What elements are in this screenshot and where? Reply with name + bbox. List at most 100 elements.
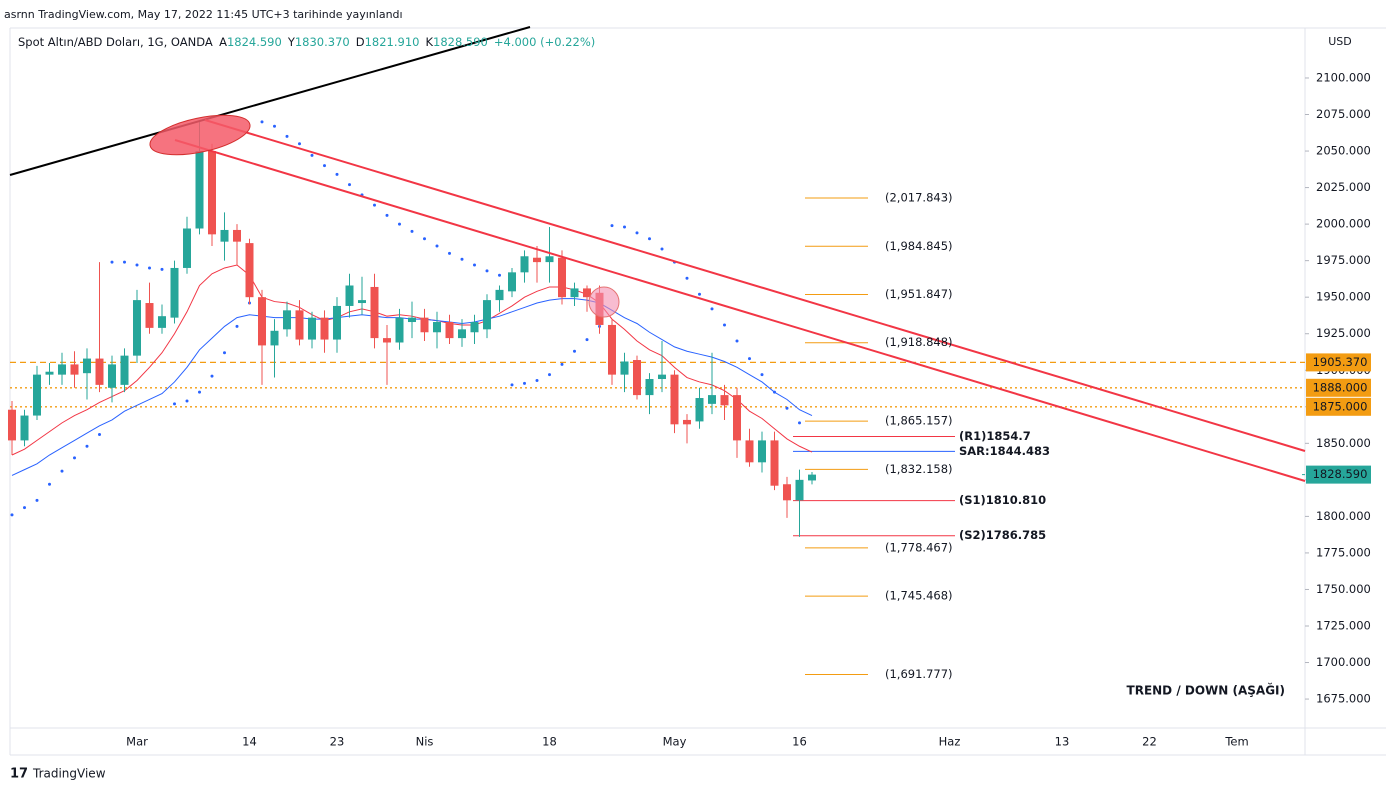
sar-dot bbox=[35, 498, 39, 502]
y-tick-label: 1950.000 bbox=[1316, 290, 1371, 304]
logo-mark: 𝟭𝟳 bbox=[10, 767, 28, 782]
sar-dot bbox=[185, 399, 189, 403]
y-tick-label: 1800.000 bbox=[1316, 509, 1371, 523]
sar-dot bbox=[648, 237, 651, 241]
candle-body bbox=[495, 289, 504, 301]
sar-dot bbox=[285, 134, 289, 138]
candle-body bbox=[683, 419, 691, 425]
candle-body bbox=[745, 440, 754, 463]
x-tick-label: Mar bbox=[126, 735, 148, 749]
candle-body bbox=[433, 322, 441, 333]
candle-body bbox=[270, 330, 279, 346]
sar-dot bbox=[323, 164, 326, 168]
candle-body bbox=[345, 285, 354, 306]
sar-dot bbox=[48, 482, 51, 486]
price-badge-label: 1888.000 bbox=[1313, 380, 1368, 394]
candle-body bbox=[783, 484, 791, 501]
candle-body bbox=[295, 310, 304, 340]
fib-label: (1,778.467) bbox=[885, 540, 953, 554]
sar-dot bbox=[198, 390, 201, 394]
candle-body bbox=[558, 257, 566, 298]
candle-body bbox=[570, 288, 579, 298]
y-tick-label: 1700.000 bbox=[1316, 655, 1371, 669]
footer: TradingView bbox=[32, 767, 106, 781]
candle-body bbox=[395, 317, 404, 343]
sar-dot bbox=[23, 506, 26, 510]
candle-body bbox=[70, 364, 79, 375]
sar-dot bbox=[348, 183, 351, 187]
sar-dot bbox=[110, 260, 114, 264]
sar-dot bbox=[785, 406, 789, 410]
legend-text: 1824.590 bbox=[227, 35, 282, 49]
sar-dot bbox=[760, 373, 764, 377]
legend-text: Spot Altın/ABD Doları, 1G, OANDA bbox=[18, 35, 213, 49]
fib-label: (1,918.848) bbox=[885, 335, 953, 349]
sar-dot bbox=[685, 276, 689, 280]
candle-body bbox=[483, 300, 491, 330]
sar-dot bbox=[610, 224, 614, 228]
candle-body bbox=[208, 151, 216, 235]
sar-dot bbox=[398, 222, 401, 226]
x-tick-label: Nis bbox=[416, 735, 434, 749]
sar-dot bbox=[223, 351, 226, 355]
candle-body bbox=[445, 322, 454, 339]
sar-dot bbox=[260, 120, 264, 124]
candle-body bbox=[245, 243, 254, 298]
candle-body bbox=[333, 305, 341, 340]
candle-body bbox=[83, 358, 91, 374]
fib-label: (1,745.468) bbox=[885, 589, 953, 603]
sar-dot bbox=[573, 349, 576, 353]
sar-dot bbox=[748, 357, 751, 361]
legend-text: +4.000 (+0.22%) bbox=[494, 35, 595, 49]
price-badge-label: 1905.370 bbox=[1313, 355, 1368, 369]
y-tick-label: 2000.000 bbox=[1316, 217, 1371, 231]
sar-dot bbox=[723, 323, 726, 327]
sar-dot bbox=[335, 172, 339, 176]
candle-body bbox=[283, 310, 291, 330]
x-tick-label: 22 bbox=[1142, 735, 1157, 749]
y-tick-label: 1725.000 bbox=[1316, 618, 1371, 632]
candle-body bbox=[770, 440, 779, 486]
last-price-badge bbox=[1306, 465, 1371, 484]
sar-dot bbox=[698, 292, 701, 296]
currency: USD bbox=[1328, 35, 1352, 48]
pivot-label: (S1)1810.810 bbox=[959, 493, 1046, 507]
sar-dot bbox=[485, 269, 489, 273]
candle-body bbox=[220, 229, 229, 242]
x-tick-label: 23 bbox=[330, 735, 345, 749]
sar-dot bbox=[298, 142, 301, 146]
candle-body bbox=[133, 300, 141, 356]
candle-body bbox=[170, 267, 179, 318]
candle-body bbox=[658, 374, 666, 380]
pivot-label: (R1)1854.7 bbox=[959, 429, 1031, 443]
sar-dot bbox=[710, 307, 714, 311]
candle-body bbox=[95, 358, 104, 385]
price-badge bbox=[1306, 353, 1371, 372]
candle-body bbox=[145, 303, 154, 328]
candle-body bbox=[370, 286, 379, 339]
legend-text: K bbox=[425, 35, 433, 49]
candle-body bbox=[183, 228, 191, 268]
candle-body bbox=[195, 151, 204, 229]
candle-body bbox=[420, 317, 429, 333]
legend-header: Spot Altın/ABD Doları, 1G, OANDA A1824.59… bbox=[18, 35, 595, 49]
channel-line bbox=[174, 139, 1306, 482]
price-badge bbox=[1306, 397, 1371, 416]
candle-body bbox=[470, 322, 479, 333]
y-tick-label: 2050.000 bbox=[1316, 144, 1371, 158]
candle-body bbox=[320, 317, 329, 340]
x-tick-label: Haz bbox=[939, 735, 961, 749]
fib-label: (1,691.777) bbox=[885, 667, 953, 681]
candle-body bbox=[20, 415, 29, 441]
sar-dot bbox=[373, 203, 376, 207]
marks bbox=[8, 120, 1305, 676]
y-tick-label: 1675.000 bbox=[1316, 692, 1371, 706]
candle-body bbox=[508, 272, 516, 292]
candle-body bbox=[408, 317, 416, 323]
y-tick-label: 1925.000 bbox=[1316, 326, 1371, 340]
channel-line bbox=[204, 119, 1306, 452]
candle-body bbox=[608, 324, 616, 375]
sar-dot bbox=[148, 266, 151, 270]
annotation: TREND / DOWN (AŞAĞI) bbox=[1127, 683, 1285, 698]
price-badge-label: 1875.000 bbox=[1313, 399, 1368, 413]
